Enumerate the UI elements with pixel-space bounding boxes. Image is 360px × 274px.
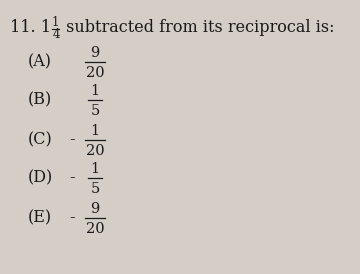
Text: 1: 1: [90, 162, 100, 176]
Text: 5: 5: [90, 104, 100, 118]
Text: (B): (B): [28, 92, 52, 109]
Text: -: -: [69, 132, 75, 149]
Text: (C): (C): [28, 132, 53, 149]
Text: 20: 20: [86, 66, 104, 80]
Text: 1: 1: [52, 16, 59, 30]
Text: -: -: [69, 210, 75, 227]
Text: 5: 5: [90, 182, 100, 196]
Text: 9: 9: [90, 46, 100, 60]
Text: (E): (E): [28, 210, 52, 227]
Text: 9: 9: [90, 202, 100, 216]
Text: -: -: [69, 170, 75, 187]
Text: 11. 1: 11. 1: [10, 19, 51, 36]
Text: (D): (D): [28, 170, 53, 187]
Text: 1: 1: [90, 124, 100, 138]
Text: 1: 1: [90, 84, 100, 98]
Text: 4: 4: [53, 28, 60, 41]
Text: subtracted from its reciprocal is:: subtracted from its reciprocal is:: [61, 19, 334, 36]
Text: 20: 20: [86, 144, 104, 158]
Text: 20: 20: [86, 222, 104, 236]
Text: (A): (A): [28, 53, 52, 70]
